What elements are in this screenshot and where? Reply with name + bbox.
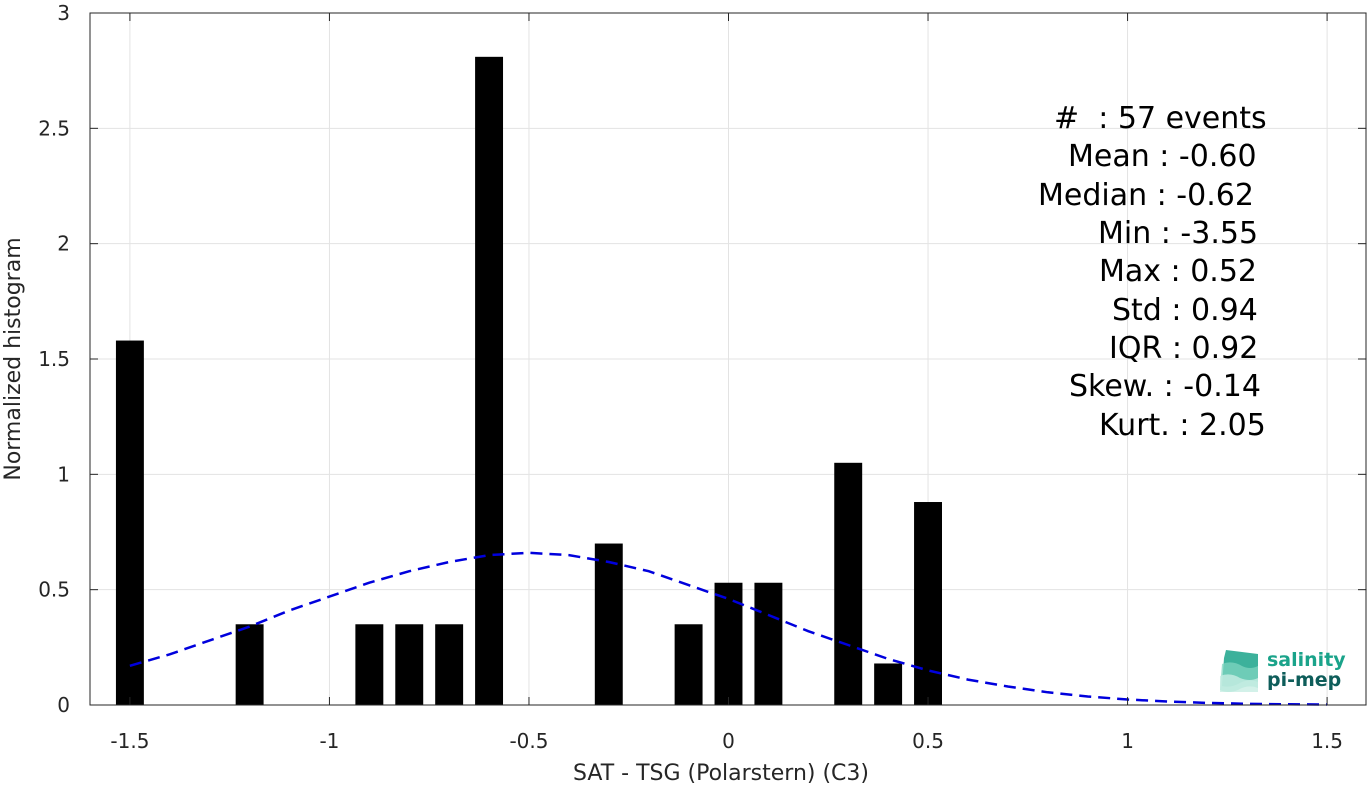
stat-min: Min : -3.55 <box>1098 216 1259 251</box>
histogram-bar <box>355 624 384 705</box>
x-tick-label: 1.5 <box>1311 729 1343 753</box>
salinity-pi-mep-logo: salinity pi-mep <box>1218 648 1348 696</box>
x-tick-labels: -1.5 -1 -0.5 0 0.5 1 1.5 <box>110 729 1343 753</box>
stat-mean: Mean : -0.60 <box>1068 139 1257 174</box>
histogram-bar <box>834 462 863 705</box>
stat-max: Max : 0.52 <box>1099 254 1257 289</box>
stat-median: Median : -0.62 <box>1038 178 1254 213</box>
y-tick-label: 0.5 <box>38 578 70 602</box>
logo-text-pi-mep: pi-mep <box>1267 669 1342 691</box>
histogram-bar <box>874 663 903 705</box>
x-tick-label: 1 <box>1121 729 1134 753</box>
histogram-bar <box>395 624 424 705</box>
y-tick-label: 3 <box>57 1 70 25</box>
y-tick-label: 2.5 <box>38 116 70 140</box>
histogram-bar <box>235 624 264 705</box>
stat-kurt: Kurt. : 2.05 <box>1099 408 1266 443</box>
stat-std: Std : 0.94 <box>1112 293 1258 328</box>
tick-marks <box>90 12 1366 706</box>
histogram-bar <box>115 340 144 705</box>
histogram-bar <box>754 582 783 705</box>
y-tick-label: 0 <box>57 693 70 717</box>
y-tick-label: 1 <box>57 462 70 486</box>
histogram-bar <box>674 624 703 705</box>
x-tick-label: -0.5 <box>509 729 548 753</box>
x-tick-label: 0.5 <box>912 729 944 753</box>
histogram-bar <box>714 582 743 705</box>
x-tick-label: -1.5 <box>110 729 149 753</box>
histogram-bar <box>435 624 464 705</box>
logo-wave-icon <box>1220 650 1258 692</box>
y-axis-label: Normalized histogram <box>1 237 26 480</box>
x-axis-label: SAT - TSG (Polarstern) (C3) <box>573 761 869 785</box>
histogram-bar <box>594 543 623 705</box>
stat-iqr: IQR : 0.92 <box>1109 331 1259 366</box>
y-tick-labels: 0 0.5 1 1.5 2 2.5 3 <box>38 1 70 717</box>
y-tick-label: 2 <box>57 232 70 256</box>
stat-skew: Skew. : -0.14 <box>1069 369 1261 404</box>
histogram-bar <box>914 502 942 705</box>
histogram-bars <box>115 56 942 706</box>
stat-events: # : 57 events <box>1054 101 1267 136</box>
histogram-bar <box>475 56 504 706</box>
x-tick-label: -1 <box>319 729 339 753</box>
x-tick-label: 0 <box>722 729 735 753</box>
logo-text-salinity: salinity <box>1267 649 1346 671</box>
y-tick-label: 1.5 <box>38 347 70 371</box>
